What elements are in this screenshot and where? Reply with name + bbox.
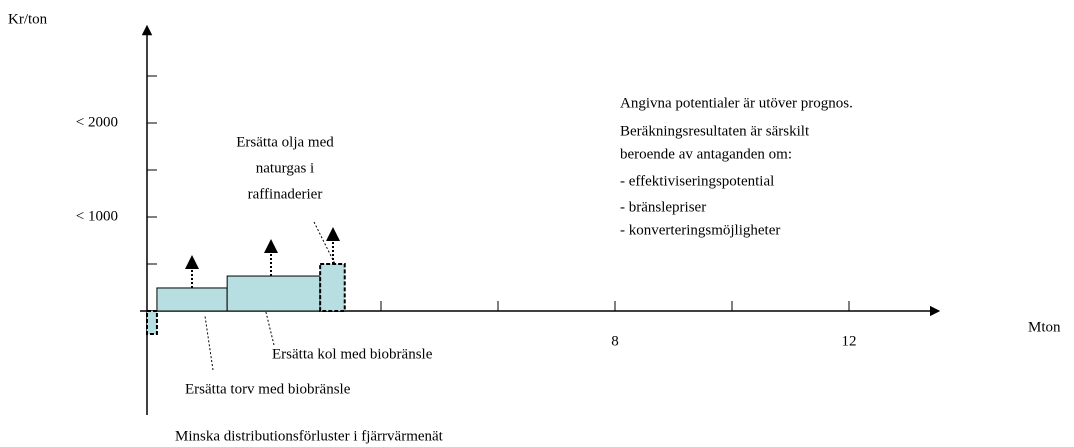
block-label: Ersätta torv med biobränsle <box>185 381 351 397</box>
y-tick-label: < 1000 <box>76 208 118 224</box>
block <box>226 275 321 312</box>
block <box>319 263 346 312</box>
leader-line <box>313 221 336 265</box>
x-axis-label: Mton <box>1028 319 1061 335</box>
note: - effektiviseringspotential <box>620 173 774 189</box>
note: Beräkningsresultaten är särskilt <box>620 123 810 139</box>
block-label: naturgas i <box>256 160 314 176</box>
note: beroende av antaganden om: <box>620 146 792 162</box>
block <box>156 287 228 312</box>
x-tick-label: 8 <box>611 333 619 349</box>
note: Angivna potentialer är utöver prognos. <box>620 95 853 111</box>
note: - konverteringsmöjligheter <box>620 222 780 238</box>
note: - bränslepriser <box>620 199 706 215</box>
y-axis-label: Kr/ton <box>8 11 48 27</box>
block-label: Ersätta kol med biobränsle <box>272 346 433 362</box>
leader-line <box>261 295 275 346</box>
y-tick-label: < 2000 <box>76 114 118 130</box>
block-label: Ersätta olja med <box>236 134 334 150</box>
block <box>146 310 158 336</box>
block-label: raffinaderier <box>248 186 323 202</box>
x-tick-label: 12 <box>842 333 857 349</box>
leader-line <box>204 315 214 371</box>
block-label: Minska distributionsförluster i fjärrvär… <box>175 428 444 444</box>
